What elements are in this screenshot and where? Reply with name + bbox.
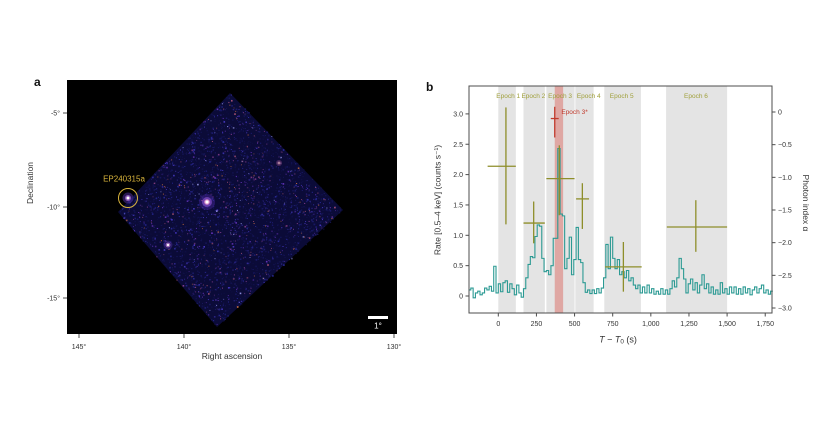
epoch-label: Epoch 6 bbox=[684, 93, 708, 100]
epoch-band bbox=[666, 86, 727, 313]
y-tick-right-label: −1.5 bbox=[778, 207, 792, 214]
y-tick-left-label: 0.5 bbox=[453, 263, 463, 270]
epoch-label: Epoch 3 bbox=[548, 93, 572, 100]
ra-tick-label: 135° bbox=[282, 343, 297, 351]
y-tick-right-label: 0 bbox=[778, 110, 782, 117]
epoch3star-label: Epoch 3* bbox=[561, 109, 588, 116]
sky-image-panel: 145° 140° 135° 130° -5° -10° -15° bbox=[0, 60, 420, 370]
y-tick-left-label: 2.0 bbox=[453, 172, 463, 179]
y-tick-left-label: 3.0 bbox=[453, 111, 463, 118]
x-tick-label: 1,500 bbox=[718, 321, 736, 328]
time-axis-label-unit: (s) bbox=[624, 334, 637, 344]
y-tick-right-label: −0.5 bbox=[778, 142, 792, 149]
ra-tick-label: 140° bbox=[177, 343, 192, 351]
y-tick-right-label: −2.5 bbox=[778, 273, 792, 280]
epoch-band bbox=[498, 86, 516, 313]
x-tick-label: 1,750 bbox=[756, 321, 774, 328]
y-tick-left-label: 1.0 bbox=[453, 233, 463, 240]
y-tick-left-label: 1.5 bbox=[453, 202, 463, 209]
y-tick-right-label: −2.0 bbox=[778, 240, 792, 247]
x-tick-label: 1,000 bbox=[642, 321, 660, 328]
x-tick-label: 500 bbox=[569, 321, 581, 328]
y-tick-left-label: 2.5 bbox=[453, 142, 463, 149]
dec-tick-label: -5° bbox=[51, 110, 60, 118]
rate-axis-label: Rate [0.5–4 keV] (counts s⁻¹) bbox=[433, 145, 444, 255]
epoch-band bbox=[523, 86, 544, 313]
scale-bar-label: 1° bbox=[374, 322, 382, 331]
ep240315a-source bbox=[127, 197, 130, 200]
x-tick-label: 250 bbox=[531, 321, 543, 328]
epoch-label: Epoch 4 bbox=[577, 93, 601, 100]
figure-canvas: a b 145° 140° 135° 130° -5° -10° -15° Declinat… bbox=[0, 0, 837, 426]
epoch-label: Epoch 2 bbox=[521, 93, 545, 100]
x-tick-label: 750 bbox=[607, 321, 619, 328]
time-axis-label-minus: − bbox=[605, 334, 615, 344]
declination-axis-label: Declination bbox=[25, 162, 35, 204]
dec-tick-label: -15° bbox=[47, 295, 60, 303]
ra-tick-label: 145° bbox=[72, 343, 87, 351]
light-curve-panel: Epoch 1 Epoch 2 Epoch 3 Epoch 4 Epoch 5 Epoch… bbox=[420, 60, 810, 370]
epoch-label: Epoch 5 bbox=[610, 93, 634, 100]
source-name-label: EP240315a bbox=[103, 175, 145, 184]
x-tick-label: 0 bbox=[496, 321, 500, 328]
time-axis-label: T − T0 (s) bbox=[599, 334, 637, 345]
ra-tick-label: 130° bbox=[387, 343, 402, 351]
epoch-band bbox=[604, 86, 641, 313]
y-tick-left-label: 0 bbox=[459, 294, 463, 301]
faint-source bbox=[278, 162, 281, 165]
scale-bar bbox=[368, 316, 388, 319]
right-ascension-axis-label: Right ascension bbox=[202, 351, 262, 361]
dec-tick-label: -10° bbox=[47, 204, 60, 212]
x-tick-label: 1,250 bbox=[680, 321, 698, 328]
bright-source bbox=[205, 200, 208, 203]
y-tick-right-label: −1.0 bbox=[778, 175, 792, 182]
y-tick-right-label: −3.0 bbox=[778, 305, 792, 312]
photon-index-axis-label: Photon index α bbox=[801, 175, 811, 232]
secondary-source bbox=[167, 244, 169, 246]
epoch-label: Epoch 1 bbox=[496, 93, 520, 100]
